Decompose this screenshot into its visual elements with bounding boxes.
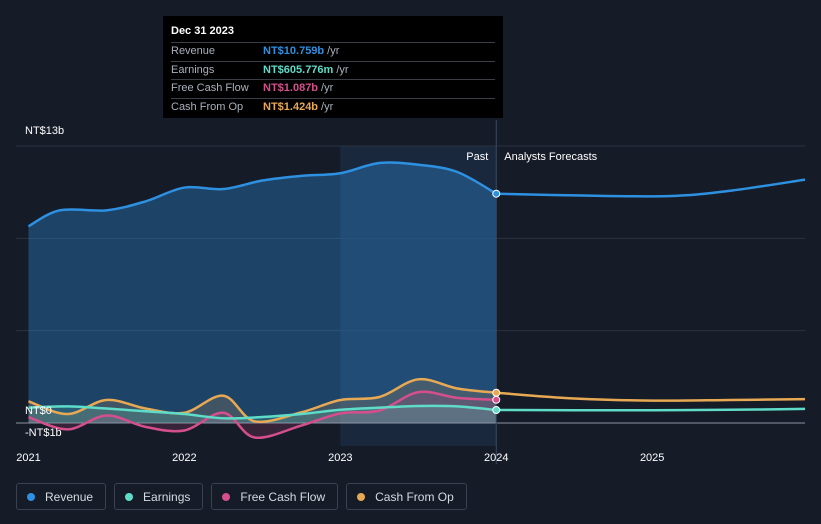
- data-tooltip: Dec 31 2023 Revenue NT$10.759b /yr Earni…: [163, 16, 503, 118]
- legend-item-earnings[interactable]: Earnings: [114, 483, 204, 510]
- legend-dot-icon: [125, 492, 134, 501]
- earnings-line: [28, 404, 497, 420]
- revenue-forecast-line: [496, 178, 806, 198]
- y-axis-labels: NT$13b NT$0 -NT$1b: [25, 125, 64, 439]
- y-tick-label: NT$0: [25, 405, 52, 417]
- x-tick-label: 2021: [16, 452, 40, 464]
- tooltip-unit: /yr: [336, 63, 349, 76]
- series-areas: [28, 162, 497, 438]
- legend-label: Cash From Op: [375, 489, 454, 504]
- revenue-line: [27, 161, 497, 228]
- divider-markers: [492, 189, 501, 415]
- x-axis-labels: 2021 2022 2023 2024 2025: [16, 452, 664, 464]
- legend-dot-icon: [222, 492, 231, 501]
- cash-from-op-forecast-line: [496, 391, 806, 402]
- tooltip-label: Revenue: [171, 45, 216, 57]
- tooltip-label: Cash From Op: [171, 100, 244, 113]
- legend-label: Free Cash Flow: [240, 489, 326, 504]
- x-tick-label: 2024: [484, 452, 508, 464]
- legend-label: Revenue: [45, 489, 94, 504]
- y-tick-label: -NT$1b: [25, 427, 62, 439]
- revenue-marker: [492, 189, 501, 198]
- tooltip-unit: /yr: [327, 45, 340, 57]
- y-tick-label: NT$13b: [25, 125, 64, 137]
- past-label: Past: [466, 151, 488, 163]
- x-tick-label: 2022: [172, 452, 196, 464]
- cash-from-op-marker: [492, 388, 501, 397]
- chart-area: NT$13b NT$0 -NT$1b 2021 2022 2023 2024 2025 Pa…: [16, 120, 806, 465]
- legend-label: Earnings: [143, 489, 191, 504]
- legend-dot-icon: [27, 492, 35, 501]
- earnings-marker: [492, 406, 501, 415]
- tooltip-row-cash-from-op: Cash From Op NT$1.424b /yr: [171, 97, 495, 117]
- gridlines: [16, 145, 805, 424]
- x-tick-label: 2025: [640, 452, 664, 464]
- tooltip-value: NT$605.776m: [263, 63, 334, 76]
- tooltip-date: Dec 31 2023: [171, 25, 234, 37]
- tooltip-value: NT$1.424b: [263, 100, 319, 113]
- cash-from-op-line: [28, 377, 497, 424]
- legend-item-cash-from-op[interactable]: Cash From Op: [346, 483, 467, 510]
- tooltip-row-revenue: Revenue NT$10.759b /yr: [171, 42, 495, 61]
- series-lines: [27, 161, 806, 440]
- tooltip-label: Free Cash Flow: [171, 82, 249, 94]
- forecast-label: Analysts Forecasts: [504, 151, 597, 163]
- legend-item-revenue[interactable]: Revenue: [16, 483, 107, 510]
- tooltip-row-earnings: Earnings NT$605.776m /yr: [171, 60, 495, 80]
- tooltip-unit: /yr: [321, 100, 334, 113]
- tooltip-value: NT$1.087b: [263, 82, 319, 94]
- tooltip-value: NT$10.759b: [263, 45, 325, 57]
- free-cash-flow-marker: [492, 395, 501, 404]
- tooltip-row-free-cash-flow: Free Cash Flow NT$1.087b /yr: [171, 79, 495, 98]
- legend-dot-icon: [357, 492, 366, 501]
- revenue-area: [28, 162, 497, 423]
- tooltip-unit: /yr: [321, 82, 334, 94]
- earnings-forecast-line: [496, 407, 806, 412]
- legend-item-free-cash-flow[interactable]: Free Cash Flow: [211, 483, 339, 510]
- free-cash-flow-line: [28, 390, 497, 440]
- x-tick-label: 2023: [328, 452, 352, 464]
- past-year-highlight: [340, 146, 497, 446]
- tooltip-label: Earnings: [171, 63, 215, 76]
- legend: Revenue Earnings Free Cash Flow Cash Fro…: [16, 483, 467, 510]
